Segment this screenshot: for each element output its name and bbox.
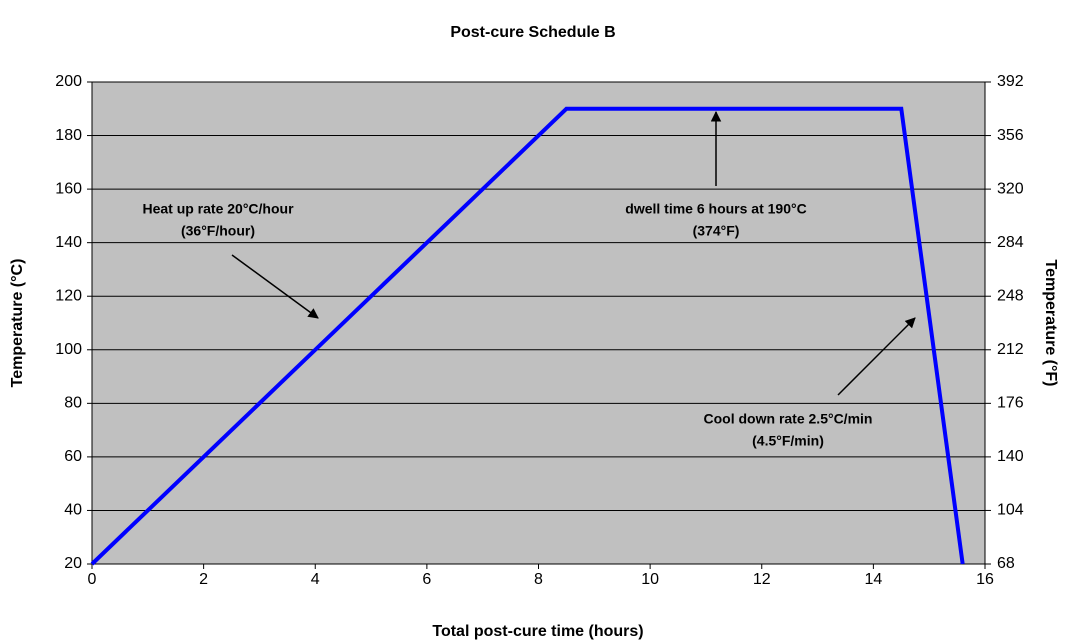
y2-tick-label: 212 [997, 341, 1024, 358]
annotation: Heat up rate 20°C/hour [142, 201, 294, 217]
y-tick-label: 20 [64, 555, 82, 572]
y2-tick-label: 320 [997, 180, 1024, 197]
chart-title: Post-cure Schedule B [450, 24, 615, 41]
y-tick-label: 160 [55, 180, 82, 197]
y2-tick-label: 356 [997, 127, 1024, 144]
annotation: (36°F/hour) [181, 223, 255, 239]
y-tick-label: 40 [64, 502, 82, 519]
y-tick-label: 200 [55, 73, 82, 90]
y-tick-label: 140 [55, 234, 82, 251]
annotation: dwell time 6 hours at 190°C [625, 201, 806, 217]
plot-area [91, 81, 986, 565]
y-tick-label: 100 [55, 341, 82, 358]
annotation: (4.5°F/min) [752, 433, 824, 449]
y2-tick-label: 248 [997, 287, 1024, 304]
y2-tick-label: 104 [997, 502, 1024, 519]
annotation-arrow [231, 254, 319, 319]
y-axis-label: Temperature (°C) [9, 259, 26, 388]
x-tick-label: 12 [753, 571, 771, 588]
y2-tick-label: 284 [997, 234, 1024, 251]
x-tick-label: 0 [88, 571, 97, 588]
x-tick-label: 16 [976, 571, 994, 588]
y-tick-label: 80 [64, 395, 82, 412]
y2-tick-label: 140 [997, 448, 1024, 465]
y2-tick-label: 176 [997, 395, 1024, 412]
y-tick-label: 180 [55, 127, 82, 144]
annotation: Cool down rate 2.5°C/min [704, 411, 873, 427]
x-tick-label: 10 [641, 571, 659, 588]
x-axis-label: Total post-cure time (hours) [432, 623, 643, 640]
y2-axis-label: Temperature (°F) [1042, 259, 1059, 386]
x-tick-label: 2 [199, 571, 208, 588]
x-tick-label: 14 [864, 571, 882, 588]
y-tick-label: 60 [64, 448, 82, 465]
y-tick-label: 120 [55, 287, 82, 304]
annotation: (374°F) [693, 223, 740, 239]
x-tick-label: 6 [422, 571, 431, 588]
x-tick-label: 4 [311, 571, 320, 588]
x-tick-label: 8 [534, 571, 543, 588]
y2-tick-label: 392 [997, 73, 1024, 90]
annotation-arrow [837, 317, 916, 396]
line-series [90, 106, 965, 566]
y2-tick-label: 68 [997, 555, 1015, 572]
